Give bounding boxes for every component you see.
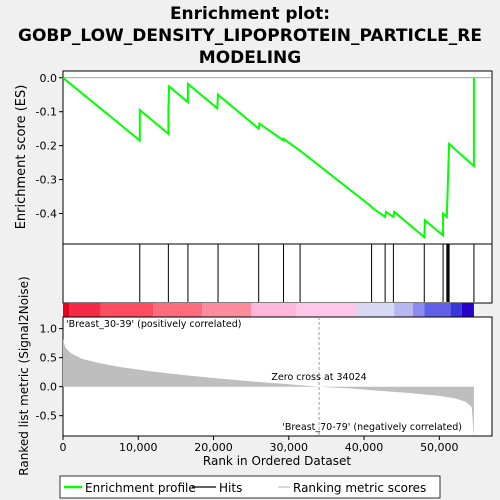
legend-label: Ranking metric scores [293,481,426,495]
colorbar-segment [63,303,70,317]
x-tick-label: 0 [60,441,67,454]
es-y-tick-label: -0.2 [36,140,57,153]
hits-panel [62,243,493,304]
legend-items: Enrichment profile Hits Ranking metric sco… [64,481,426,495]
es-y-tick-label: 0.0 [40,72,58,85]
colorbar-segment [356,303,395,317]
x-axis-label: Rank in Ordered Dataset [203,454,351,468]
x-tick-label: 10,000 [119,441,158,454]
colorbar-segment [394,303,413,317]
metric-area [63,339,474,436]
negative-label: 'Breast_70-79' (negatively correlated) [282,422,462,433]
ranking-colorbar [63,303,474,317]
metric-y-tick-label: 0.0 [40,381,58,394]
x-tick-label: 40,000 [345,441,384,454]
es-line [62,77,475,240]
x-axis: 0 10,000 20,000 30,000 40,000 50,000 [60,436,459,454]
colorbar-segment [100,303,154,317]
es-y-tick-label: -0.3 [36,174,57,187]
colorbar-segment [412,303,425,317]
x-tick-label: 50,000 [420,441,459,454]
metric-y-tick-label: 0.5 [40,352,58,365]
x-tick-label: 20,000 [194,441,233,454]
colorbar-segment [202,303,252,317]
metric-y-axis: 1.0 0.5 0.0 -0.5 [36,323,63,423]
colorbar-segment [450,303,462,317]
metric-plot-area [63,317,474,436]
colorbar-segment [424,303,451,317]
colorbar-segment [153,303,203,317]
chart-title: Enrichment plot: GOBP_LOW_DENSITY_LIPOPRO… [18,4,482,68]
metric-y-tick-label: 1.0 [40,323,58,336]
colorbar-segment [69,303,101,317]
legend-label: Enrichment profile [85,481,196,495]
chart-title-line: Enrichment plot: [170,4,330,24]
chart-title-line: GOBP_LOW_DENSITY_LIPOPROTEIN_PARTICLE_RE [18,26,482,46]
colorbar-segment [296,303,357,317]
es-panel [62,70,493,245]
positive-label: 'Breast_30-39' (positively correlated) [66,319,242,330]
colorbar-segment [251,303,297,317]
es-y-axis-label: Enrichment score (ES) [14,85,29,230]
colorbar-segment [461,303,474,317]
chart-title-line: MODELING [199,48,301,68]
es-y-tick-label: -0.1 [36,106,57,119]
legend-label: Hits [219,481,242,495]
x-tick-label: 30,000 [270,441,309,454]
metric-y-tick-label: -0.5 [36,410,57,423]
es-y-axis: 0.0 -0.1 -0.2 -0.3 -0.4 [36,72,63,220]
metric-y-axis-label: Ranked list metric (Signal2Noise) [17,276,31,475]
zero-cross-label: Zero cross at 34024 [271,372,366,383]
hit-marks [139,244,475,302]
legend [59,475,441,499]
es-plot-area [62,77,492,240]
es-y-tick-label: -0.4 [36,207,57,220]
